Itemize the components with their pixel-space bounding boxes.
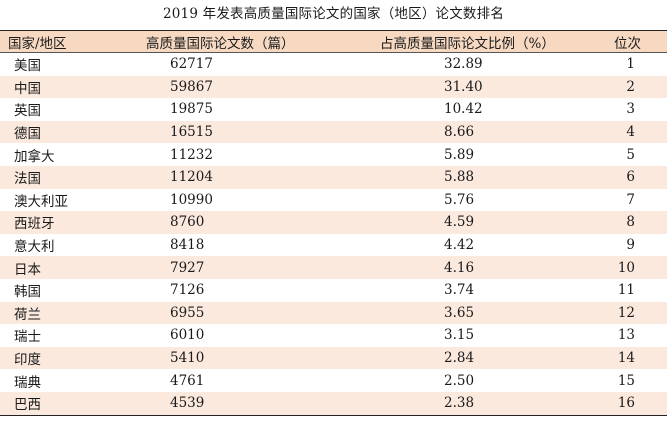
cell-region: 日本 xyxy=(14,261,41,278)
table-row: 澳大利亚 10990 5.76 7 xyxy=(0,188,667,212)
cell-region: 法国 xyxy=(14,171,41,188)
cell-share: 3.74 xyxy=(444,282,475,299)
table-row: 瑞士 6010 3.15 13 xyxy=(0,324,667,347)
cell-papers: 62717 xyxy=(170,56,213,73)
table-row: 意大利 8418 4.42 9 xyxy=(0,233,667,257)
column-header-share: 占高质量国际论文比例（%） xyxy=(304,30,555,53)
cell-region: 加拿大 xyxy=(14,148,55,165)
cell-rank: 2 xyxy=(626,78,635,95)
table-row: 美国 62717 32.89 1 xyxy=(0,52,667,76)
cell-papers: 6010 xyxy=(170,327,205,344)
cell-papers: 4539 xyxy=(104,391,304,416)
cell-region: 瑞士 xyxy=(14,329,41,346)
header-row: 国家/地区 高质量国际论文数（篇） 占高质量国际论文比例（%） 位次 xyxy=(0,30,667,53)
column-header-region: 国家/地区 xyxy=(0,30,104,53)
table-row: 日本 7927 4.16 10 xyxy=(0,256,667,279)
cell-share: 2.84 xyxy=(444,350,475,367)
cell-share: 4.59 xyxy=(444,214,475,231)
cell-papers: 19875 xyxy=(170,101,213,118)
cell-share: 2.38 xyxy=(304,391,554,416)
table-row: 巴西 4539 2.38 16 xyxy=(0,391,667,416)
cell-papers: 59867 xyxy=(170,78,213,95)
cell-rank: 1 xyxy=(626,56,635,73)
cell-share: 2.50 xyxy=(444,372,475,389)
cell-papers: 4761 xyxy=(170,372,205,389)
cell-rank: 8 xyxy=(626,214,635,231)
table-row: 德国 16515 8.66 4 xyxy=(0,120,667,144)
cell-rank: 13 xyxy=(617,327,635,344)
table-row: 印度 5410 2.84 14 xyxy=(0,346,667,370)
cell-papers: 5410 xyxy=(170,350,205,367)
column-header-papers: 高质量国际论文数（篇） xyxy=(104,30,304,53)
cell-rank: 16 xyxy=(554,391,667,416)
cell-papers: 7927 xyxy=(170,259,205,276)
cell-rank: 14 xyxy=(617,350,635,367)
cell-region: 韩国 xyxy=(14,284,41,301)
table-row: 西班牙 8760 4.59 8 xyxy=(0,211,667,234)
table-row: 瑞典 4761 2.50 15 xyxy=(0,369,667,392)
cell-rank: 5 xyxy=(626,146,635,163)
cell-rank: 12 xyxy=(617,304,635,321)
cell-share: 3.65 xyxy=(444,304,475,321)
table-body: 美国 62717 32.89 1 中国 59867 31.40 2 英国 19875 10.42 3 德… xyxy=(0,52,667,416)
cell-rank: 4 xyxy=(626,124,635,141)
cell-region: 荷兰 xyxy=(14,306,41,323)
cell-region: 美国 xyxy=(14,58,41,75)
cell-rank: 6 xyxy=(626,169,635,186)
cell-region: 西班牙 xyxy=(14,216,55,233)
table-title: 2019 年发表高质量国际论文的国家（地区）论文数排名 xyxy=(162,6,505,22)
cell-share: 31.40 xyxy=(444,78,483,95)
cell-share: 5.76 xyxy=(444,191,475,208)
cell-papers: 6955 xyxy=(170,304,205,321)
cell-papers: 7126 xyxy=(170,282,205,299)
cell-papers: 8418 xyxy=(170,237,205,254)
cell-share: 3.15 xyxy=(444,327,475,344)
cell-region: 巴西 xyxy=(0,391,104,416)
cell-region: 瑞典 xyxy=(14,374,41,391)
cell-region: 德国 xyxy=(14,126,41,143)
cell-region: 印度 xyxy=(14,352,41,369)
cell-rank: 11 xyxy=(617,282,635,299)
cell-papers: 16515 xyxy=(170,124,213,141)
cell-share: 4.42 xyxy=(444,237,475,254)
cell-region: 意大利 xyxy=(14,239,55,256)
cell-region: 英国 xyxy=(14,103,41,120)
cell-rank: 15 xyxy=(617,372,635,389)
table-row: 韩国 7126 3.74 11 xyxy=(0,278,667,302)
cell-rank: 3 xyxy=(626,101,635,118)
table-row: 英国 19875 10.42 3 xyxy=(0,98,667,121)
cell-papers: 11204 xyxy=(170,169,213,186)
column-header-rank: 位次 xyxy=(554,30,667,53)
table-row: 荷兰 6955 3.65 12 xyxy=(0,301,667,325)
cell-rank: 7 xyxy=(626,191,635,208)
table-row: 加拿大 11232 5.89 5 xyxy=(0,143,667,166)
cell-papers: 8760 xyxy=(170,214,205,231)
table-row: 中国 59867 31.40 2 xyxy=(0,75,667,99)
cell-region: 中国 xyxy=(14,80,41,97)
cell-share: 5.89 xyxy=(444,146,475,163)
cell-share: 4.16 xyxy=(444,259,475,276)
cell-rank: 9 xyxy=(626,237,635,254)
cell-share: 10.42 xyxy=(444,101,483,118)
table-header: 国家/地区 高质量国际论文数（篇） 占高质量国际论文比例（%） 位次 xyxy=(0,30,667,53)
cell-papers: 10990 xyxy=(170,191,213,208)
cell-share: 5.88 xyxy=(444,169,475,186)
cell-share: 8.66 xyxy=(444,124,475,141)
ranking-table: 国家/地区 高质量国际论文数（篇） 占高质量国际论文比例（%） 位次 美国 627… xyxy=(0,30,667,416)
cell-rank: 10 xyxy=(617,259,635,276)
table-row: 法国 11204 5.88 6 xyxy=(0,165,667,189)
cell-share: 32.89 xyxy=(444,56,483,73)
cell-region: 澳大利亚 xyxy=(14,193,68,210)
cell-papers: 11232 xyxy=(170,146,213,163)
